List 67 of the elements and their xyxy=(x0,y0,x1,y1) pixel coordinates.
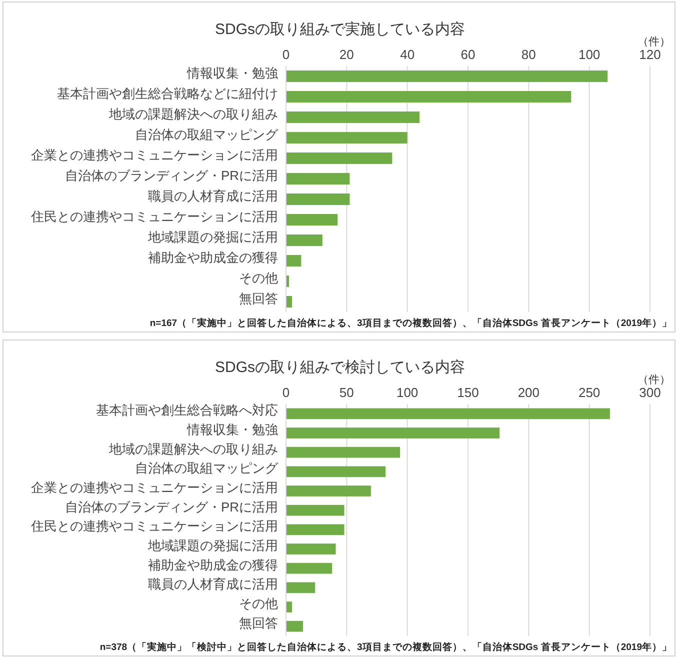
y-tick-label: 無回答 xyxy=(239,290,278,306)
bar xyxy=(286,524,344,536)
bar xyxy=(286,112,420,123)
y-tick-label: 基本計画や創生総合戦略などに紐付け xyxy=(57,86,278,101)
bar xyxy=(286,446,400,458)
y-tick-label: 職員の人材育成に活用 xyxy=(148,576,278,592)
y-tick-label: 職員の人材育成に活用 xyxy=(148,188,278,204)
x-tick-label: 80 xyxy=(521,47,536,62)
y-tick-label: 補助金や助成金の獲得 xyxy=(148,250,278,265)
text: n=167（「実施中」と回答した自治体による、3項目までの複数回答）、「自治体SDGs 首長アンケート（2019年）」 xyxy=(150,317,672,329)
y-tick-label: その他 xyxy=(239,270,278,286)
x-tick-label: 100 xyxy=(578,47,600,62)
x-tick-label: 0 xyxy=(282,47,290,62)
chart-title: SDGsの取り組みで検討している内容 xyxy=(214,359,466,376)
y-tick-label: 自治体のブランディング・PRに活用 xyxy=(64,499,278,514)
x-tick-label: 20 xyxy=(339,47,354,62)
x-tick-label: 250 xyxy=(578,385,600,400)
x-axis-title: （件） xyxy=(638,374,670,386)
bar xyxy=(286,194,350,205)
y-tick-label: 無回答 xyxy=(239,615,278,630)
bar xyxy=(286,466,386,478)
y-tick-label: 企業との連携やコミュニケーションに活用 xyxy=(31,147,278,162)
bar xyxy=(286,562,332,574)
y-tick-label: 情報収集・勉強 xyxy=(186,65,278,80)
y-tick-label: 地域の課題解決への取り組み xyxy=(108,106,278,122)
x-tick-label: 200 xyxy=(518,385,540,400)
bar xyxy=(286,234,322,246)
bar xyxy=(286,91,572,102)
bar xyxy=(286,214,338,226)
x-tick-label: 40 xyxy=(400,47,415,62)
y-tick-label: 情報収集・勉強 xyxy=(186,422,278,437)
bar xyxy=(286,255,302,266)
x-tick-label: 120 xyxy=(639,47,661,62)
x-tick-label: 150 xyxy=(457,385,479,400)
bar xyxy=(286,504,344,516)
bar xyxy=(286,620,303,632)
y-tick-label: 地域課題の発掘に活用 xyxy=(147,538,278,553)
bar xyxy=(286,582,316,594)
x-tick-label: 50 xyxy=(339,385,354,400)
bar xyxy=(286,132,408,144)
y-tick-label: 自治体の取組マッピング xyxy=(135,460,279,476)
x-tick-label: 60 xyxy=(460,47,476,62)
y-tick-label: 住民との連携やコミュニケーションに活用 xyxy=(30,208,278,224)
bar xyxy=(286,152,392,164)
y-tick-label: 基本計画や創生総合戦略へ対応 xyxy=(96,402,278,418)
y-tick-label: 住民との連携やコミュニケーションに活用 xyxy=(30,518,278,534)
bar xyxy=(286,408,610,420)
y-tick-label: その他 xyxy=(239,596,278,611)
bar xyxy=(286,173,350,184)
bar xyxy=(286,602,292,612)
bar xyxy=(286,296,292,308)
bar xyxy=(286,70,608,82)
bar xyxy=(286,486,371,496)
y-tick-label: 地域課題の発掘に活用 xyxy=(147,229,278,244)
x-axis-title: （件） xyxy=(638,36,670,48)
y-tick-label: 自治体の取組マッピング xyxy=(135,126,279,142)
y-tick-label: 企業との連携やコミュニケーションに活用 xyxy=(31,480,278,495)
x-tick-label: 0 xyxy=(282,385,290,400)
text: n=378（「実施中」「検討中」と回答した自治体による、3項目までの複数回答）、「自治体SDGs 首長アンケート（2019年）」 xyxy=(100,641,672,653)
bar xyxy=(286,428,500,438)
chart-title: SDGsの取り組みで実施している内容 xyxy=(214,21,466,38)
x-tick-label: 300 xyxy=(639,385,661,400)
y-tick-label: 地域の課題解決への取り組み xyxy=(108,441,278,456)
y-tick-label: 補助金や助成金の獲得 xyxy=(148,557,278,572)
y-tick-label: 自治体のブランディング・PRに活用 xyxy=(64,168,278,183)
bar xyxy=(286,544,336,554)
x-tick-label: 100 xyxy=(396,385,418,400)
